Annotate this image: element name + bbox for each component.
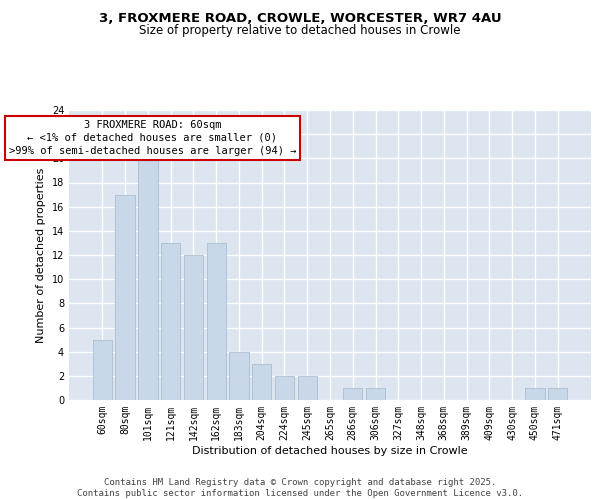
X-axis label: Distribution of detached houses by size in Crowle: Distribution of detached houses by size … bbox=[192, 446, 468, 456]
Text: 3, FROXMERE ROAD, CROWLE, WORCESTER, WR7 4AU: 3, FROXMERE ROAD, CROWLE, WORCESTER, WR7… bbox=[98, 12, 502, 26]
Bar bbox=[229, 352, 248, 400]
Bar bbox=[206, 243, 226, 400]
Bar bbox=[525, 388, 545, 400]
Bar bbox=[343, 388, 362, 400]
Bar bbox=[161, 243, 181, 400]
Bar bbox=[115, 194, 135, 400]
Text: 3 FROXMERE ROAD: 60sqm
← <1% of detached houses are smaller (0)
>99% of semi-det: 3 FROXMERE ROAD: 60sqm ← <1% of detached… bbox=[9, 120, 296, 156]
Bar bbox=[184, 255, 203, 400]
Bar bbox=[138, 158, 158, 400]
Bar bbox=[93, 340, 112, 400]
Text: Contains HM Land Registry data © Crown copyright and database right 2025.
Contai: Contains HM Land Registry data © Crown c… bbox=[77, 478, 523, 498]
Y-axis label: Number of detached properties: Number of detached properties bbox=[36, 168, 46, 342]
Bar bbox=[275, 376, 294, 400]
Text: Size of property relative to detached houses in Crowle: Size of property relative to detached ho… bbox=[139, 24, 461, 37]
Bar bbox=[548, 388, 567, 400]
Bar bbox=[366, 388, 385, 400]
Bar bbox=[252, 364, 271, 400]
Bar bbox=[298, 376, 317, 400]
